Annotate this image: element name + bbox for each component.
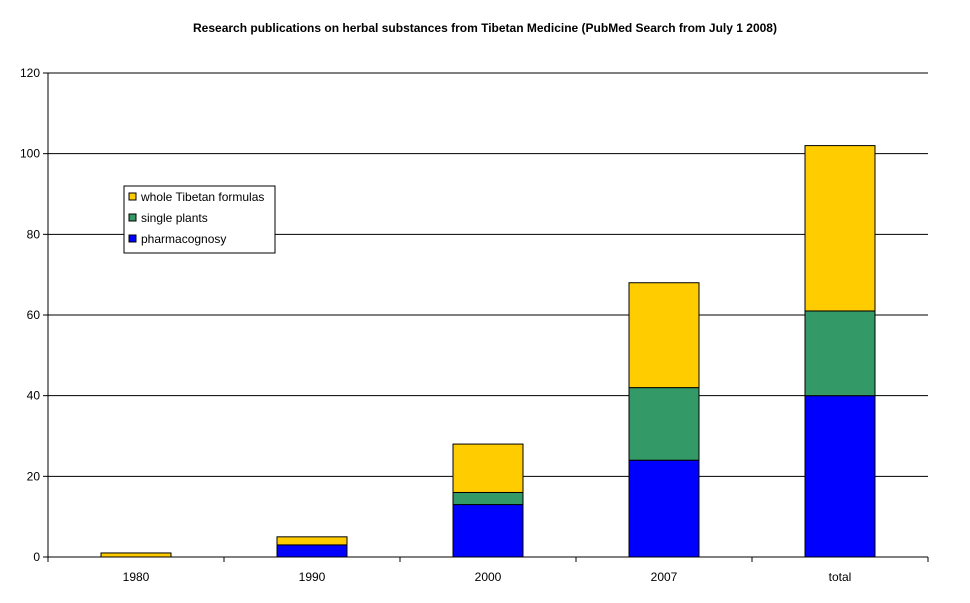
axes	[47, 73, 928, 558]
bar-segment	[100, 552, 172, 558]
bar-segment	[804, 395, 876, 558]
bar-segment	[452, 491, 524, 506]
bar-segment	[804, 310, 876, 397]
y-tick-label: 120	[20, 66, 40, 80]
bar-segment	[804, 145, 876, 312]
y-tick-label: 60	[27, 308, 41, 322]
legend-label: whole Tibetan formulas	[140, 190, 264, 204]
y-tick-label: 0	[33, 550, 40, 564]
x-tick-label: 1980	[123, 570, 150, 584]
y-axis-ticks: 0 20 40 60 80 100 120	[20, 66, 48, 564]
y-tick-label: 80	[27, 227, 41, 241]
chart-title: Research publications on herbal substanc…	[193, 21, 777, 35]
bar-segment	[628, 282, 700, 389]
bar-segment	[452, 504, 524, 558]
x-axis-ticks: 1980 1990 2000 2007 total	[47, 557, 929, 584]
legend: whole Tibetan formulas single plants pharm…	[123, 185, 276, 254]
bars	[100, 145, 876, 558]
legend-label: single plants	[141, 211, 208, 225]
x-tick-label: total	[829, 570, 852, 584]
x-tick-label: 2007	[651, 570, 678, 584]
x-tick-label: 1990	[299, 570, 326, 584]
bar-segment	[628, 459, 700, 558]
legend-swatch	[128, 213, 137, 222]
legend-box	[123, 185, 276, 254]
y-tick-label: 40	[27, 389, 41, 403]
bar-segment	[276, 536, 348, 546]
legend-label: pharmacognosy	[141, 232, 226, 246]
bar-segment	[628, 387, 700, 461]
legend-swatch	[128, 192, 137, 201]
bar-segment	[452, 443, 524, 493]
grid-lines	[48, 72, 928, 477]
bar-segment	[276, 544, 348, 558]
y-tick-label: 20	[27, 469, 41, 483]
legend-swatch	[128, 234, 137, 243]
y-tick-label: 100	[20, 147, 40, 161]
x-tick-label: 2000	[475, 570, 502, 584]
